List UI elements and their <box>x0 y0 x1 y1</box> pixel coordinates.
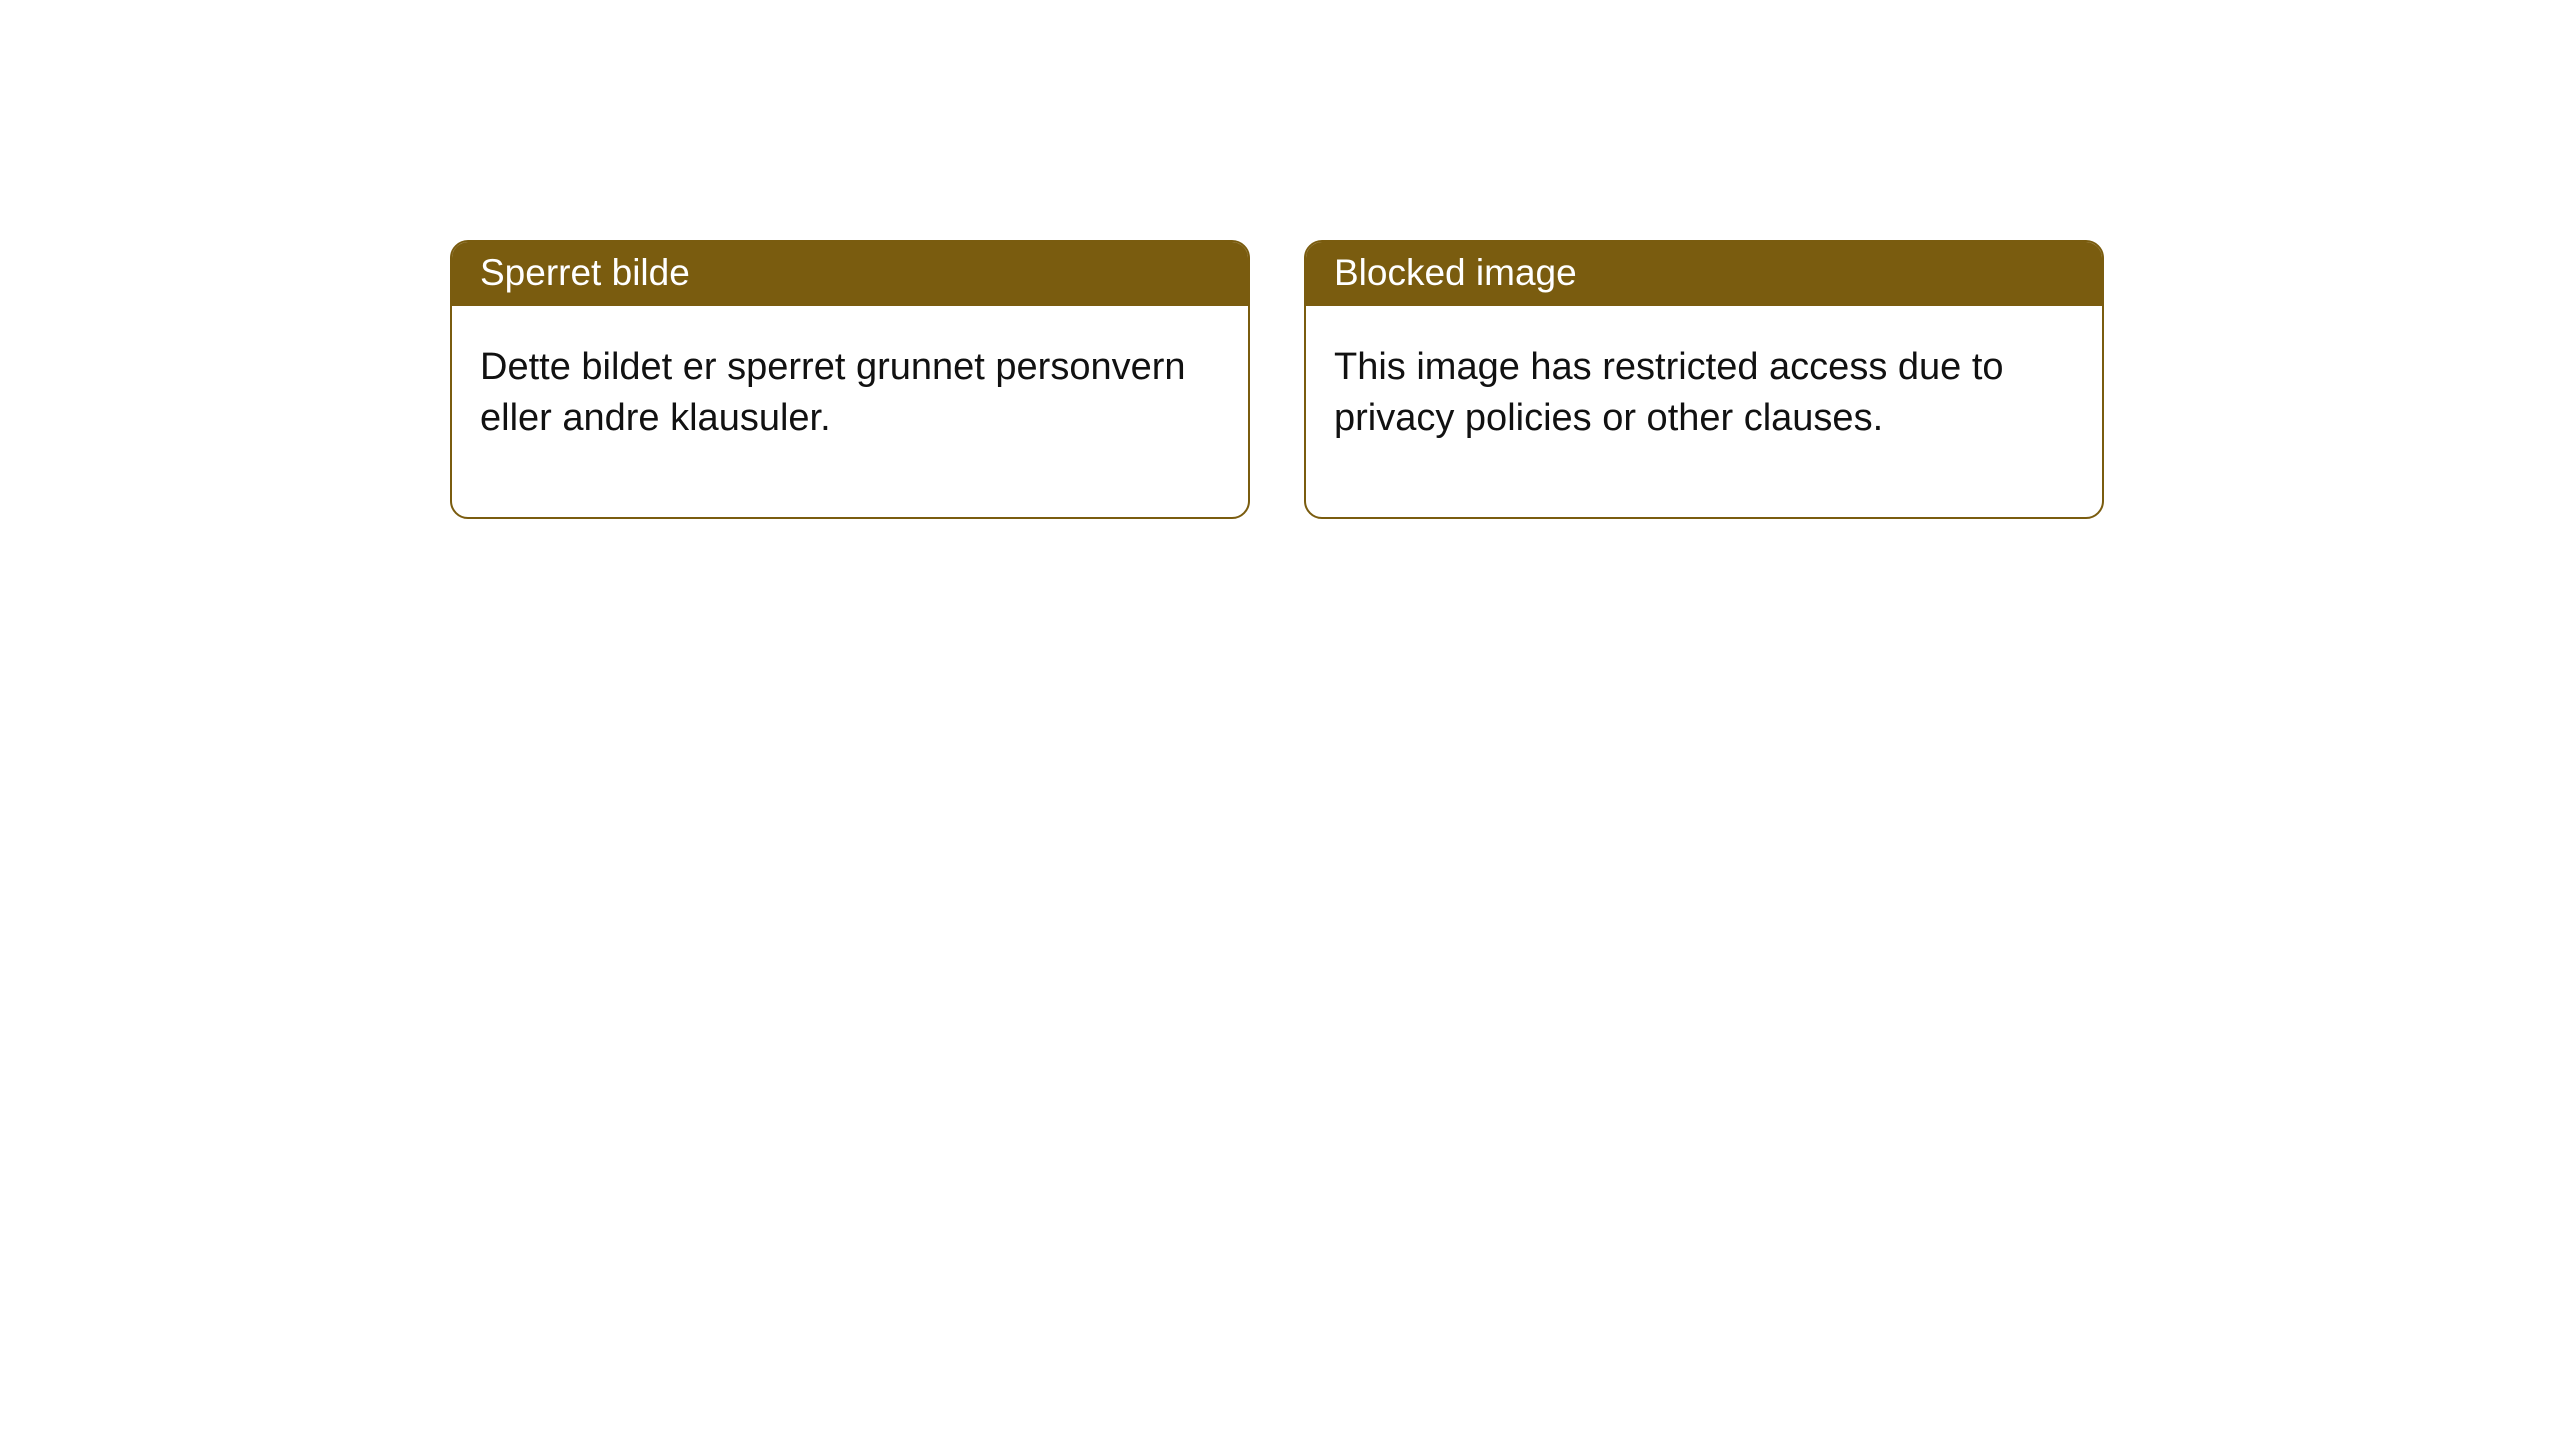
blocked-image-card-en: Blocked image This image has restricted … <box>1304 240 2104 519</box>
card-body: Dette bildet er sperret grunnet personve… <box>452 306 1248 517</box>
card-title: Blocked image <box>1334 252 1577 293</box>
card-header: Sperret bilde <box>452 242 1248 306</box>
card-body: This image has restricted access due to … <box>1306 306 2102 517</box>
notice-cards-container: Sperret bilde Dette bildet er sperret gr… <box>0 0 2560 519</box>
card-body-text: This image has restricted access due to … <box>1334 346 2004 439</box>
card-title: Sperret bilde <box>480 252 690 293</box>
card-header: Blocked image <box>1306 242 2102 306</box>
blocked-image-card-no: Sperret bilde Dette bildet er sperret gr… <box>450 240 1250 519</box>
card-body-text: Dette bildet er sperret grunnet personve… <box>480 346 1186 439</box>
